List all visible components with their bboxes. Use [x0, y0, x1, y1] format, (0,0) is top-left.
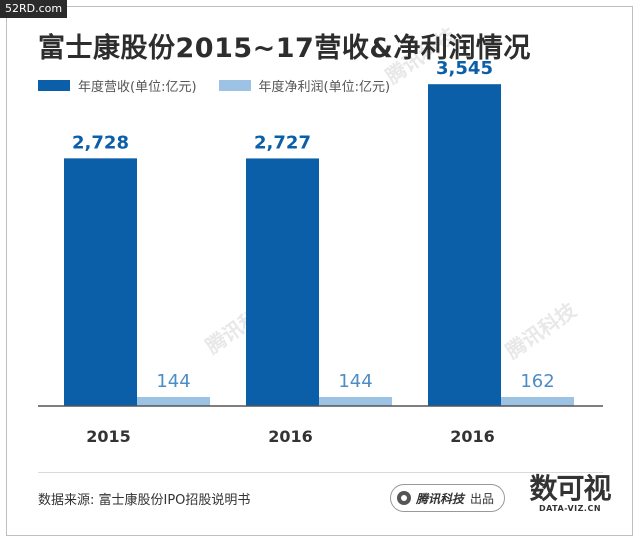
legend-swatch-profit — [218, 80, 251, 91]
bar-revenue-0 — [64, 158, 137, 406]
bar-profit-1 — [319, 397, 392, 406]
site-tag: 52RD.com — [0, 0, 68, 18]
label-profit-1: 144 — [338, 371, 372, 392]
bar-profit-2 — [501, 397, 574, 406]
label-revenue-0: 2,728 — [72, 132, 129, 153]
legend-label-profit: 年度净利润(单位:亿元) — [258, 80, 391, 95]
legend-item-revenue: 年度营收(单位:亿元) — [38, 76, 197, 95]
publisher-suffix: 出品 — [470, 491, 495, 506]
footer-divider — [38, 472, 603, 473]
data-source: 数据来源: 富士康股份IPO招股说明书 — [38, 493, 251, 508]
x-tick-2: 2016 — [450, 427, 495, 446]
publisher-brand: 腾讯科技 — [416, 491, 465, 506]
dataviz-logo: 数可视 DATA-VIZ.CN — [529, 472, 611, 514]
legend-label-revenue: 年度营收(单位:亿元) — [78, 80, 197, 95]
x-tick-0: 2015 — [86, 427, 131, 446]
logo-url: DATA-VIZ.CN — [538, 504, 602, 513]
bar-revenue-2 — [428, 84, 501, 406]
label-revenue-1: 2,727 — [254, 132, 311, 153]
bar-chart: 2,728 144 2015 2,727 144 2016 3,545 162 2016 — [38, 58, 603, 446]
legend: 年度营收(单位:亿元) 年度净利润(单位:亿元) — [38, 76, 412, 95]
legend-item-profit: 年度净利润(单位:亿元) — [218, 76, 391, 95]
publisher-icon — [397, 491, 411, 505]
bar-profit-0 — [137, 397, 210, 406]
bar-revenue-1 — [246, 158, 319, 406]
chart-title: 富士康股份2015~17营收&净利润情况 — [38, 33, 531, 64]
label-revenue-2: 3,545 — [436, 58, 493, 79]
label-profit-2: 162 — [520, 371, 554, 392]
label-profit-0: 144 — [156, 371, 190, 392]
legend-swatch-revenue — [38, 80, 70, 91]
publisher-badge: 腾讯科技 出品 — [390, 484, 506, 512]
logo-wordmark: 数可视 — [529, 472, 611, 505]
x-tick-1: 2016 — [268, 427, 313, 446]
